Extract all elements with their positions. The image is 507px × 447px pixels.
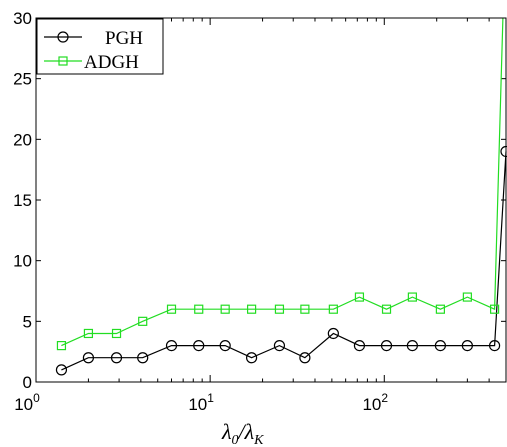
data-point-adgh bbox=[300, 304, 310, 314]
data-point-pgh bbox=[299, 352, 311, 364]
data-point-adgh bbox=[194, 304, 204, 314]
y-tick-label: 5 bbox=[23, 312, 32, 331]
legend-adgh-label: ADGH bbox=[84, 52, 139, 73]
data-point-adgh bbox=[489, 304, 500, 314]
plot-background bbox=[36, 18, 506, 382]
x-tick-exponent: 0 bbox=[33, 391, 40, 405]
y-tick-labels: 0 5 10 15 20 25 30 bbox=[13, 9, 32, 392]
y-tick-label: 25 bbox=[13, 70, 32, 89]
x-tick-labels: 100 101 102 bbox=[14, 391, 388, 414]
y-tick-label: 30 bbox=[13, 9, 32, 28]
data-point-adgh bbox=[111, 328, 122, 339]
x-title-sub0: 0 bbox=[232, 433, 239, 447]
legend: PGH ADGH bbox=[36, 18, 164, 75]
y-tick-label: 15 bbox=[13, 191, 32, 210]
data-point-pgh bbox=[137, 352, 149, 364]
y-tick-label: 20 bbox=[13, 130, 32, 149]
data-point-adgh bbox=[435, 304, 445, 314]
data-point-pgh bbox=[327, 327, 339, 340]
legend-box bbox=[36, 18, 164, 75]
x-tick-label: 102 bbox=[362, 391, 388, 414]
y-tick-label: 0 bbox=[23, 373, 32, 392]
x-tick-exponent: 2 bbox=[381, 391, 388, 405]
data-point-adgh bbox=[328, 304, 338, 314]
data-point-adgh bbox=[246, 304, 257, 314]
legend-pgh-label: PGH bbox=[105, 28, 143, 49]
data-point-pgh bbox=[273, 340, 286, 352]
data-point-adgh bbox=[407, 292, 417, 302]
data-point-adgh bbox=[354, 292, 365, 302]
x-axis-title: λ0/λK bbox=[221, 419, 264, 447]
data-point-pgh bbox=[353, 340, 366, 352]
data-point-pgh bbox=[461, 340, 473, 352]
data-point-pgh bbox=[219, 340, 231, 352]
data-point-adgh bbox=[274, 304, 285, 314]
x-tick-base: 10 bbox=[188, 395, 207, 414]
data-point-adgh bbox=[462, 292, 472, 302]
x-tick-exponent: 1 bbox=[207, 391, 214, 405]
data-point-adgh bbox=[381, 304, 392, 314]
data-point-pgh bbox=[406, 340, 418, 352]
data-point-adgh bbox=[83, 328, 94, 339]
data-point-pgh bbox=[193, 340, 205, 352]
x-title-subK: K bbox=[253, 433, 264, 447]
data-point-pgh bbox=[82, 352, 95, 364]
x-tick-base: 10 bbox=[362, 395, 381, 414]
data-point-adgh bbox=[56, 341, 67, 351]
legend-pgh-marker bbox=[57, 31, 69, 43]
data-point-pgh bbox=[488, 340, 501, 352]
x-tick-label: 101 bbox=[188, 391, 214, 414]
data-point-adgh bbox=[220, 304, 230, 314]
data-point-adgh bbox=[166, 304, 177, 314]
data-point-pgh bbox=[434, 340, 446, 352]
y-tick-label: 10 bbox=[13, 252, 32, 271]
data-point-pgh bbox=[380, 340, 393, 352]
x-title-lambda: λ bbox=[221, 419, 232, 444]
data-point-adgh bbox=[138, 316, 148, 326]
x-title-slash: /λ bbox=[237, 419, 255, 444]
data-point-pgh bbox=[245, 352, 258, 364]
data-point-pgh bbox=[110, 352, 123, 364]
series-layer bbox=[55, 17, 507, 376]
x-tick-base: 10 bbox=[14, 395, 33, 414]
plot-frame bbox=[35, 17, 507, 383]
x-tick-label: 100 bbox=[14, 391, 40, 414]
data-point-pgh bbox=[165, 340, 178, 352]
data-point-pgh bbox=[55, 364, 68, 376]
legend-adgh-marker bbox=[58, 56, 68, 66]
